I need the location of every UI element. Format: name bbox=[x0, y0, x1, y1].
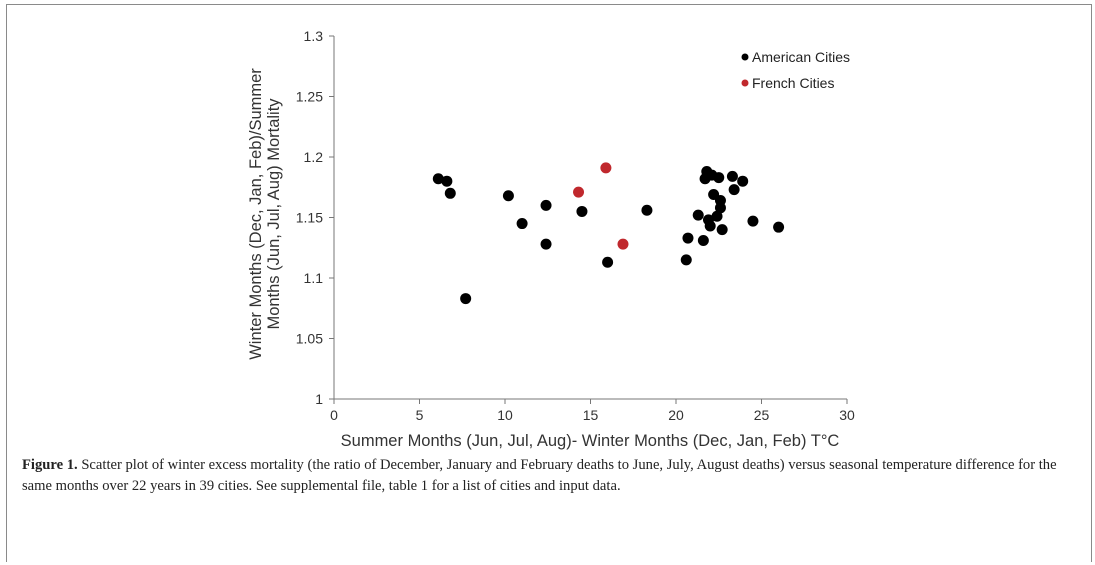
data-point bbox=[540, 199, 552, 211]
y-tick-label: 1.2 bbox=[304, 149, 324, 165]
legend-marker bbox=[741, 79, 749, 87]
data-point bbox=[692, 209, 704, 221]
caption-text: Scatter plot of winter excess mortality … bbox=[22, 457, 1057, 494]
data-point bbox=[773, 221, 785, 233]
x-tick-label: 10 bbox=[497, 407, 513, 423]
data-point bbox=[460, 293, 472, 305]
figure-frame bbox=[6, 4, 1092, 562]
data-point bbox=[747, 215, 759, 227]
data-point bbox=[540, 238, 552, 250]
y-ticks: 1 1.05 1.1 1.15 1.2 1.25 1.3 bbox=[296, 28, 334, 407]
x-tick-label: 15 bbox=[583, 407, 599, 423]
data-point bbox=[441, 175, 453, 187]
y-tick-label: 1.3 bbox=[304, 28, 324, 44]
data-points bbox=[432, 162, 785, 305]
data-point bbox=[714, 202, 726, 214]
data-point bbox=[617, 238, 629, 250]
data-point bbox=[697, 234, 709, 246]
legend-label: American Cities bbox=[752, 49, 850, 65]
data-point bbox=[444, 187, 456, 199]
data-point bbox=[641, 204, 653, 216]
y-tick-label: 1.25 bbox=[296, 89, 323, 105]
data-point bbox=[728, 184, 740, 196]
y-tick-label: 1.05 bbox=[296, 331, 323, 347]
data-point bbox=[602, 256, 614, 268]
y-axis-label-line-2: Months (Jun, Jul, Aug) Mortality bbox=[265, 98, 283, 330]
figure-caption: Figure 1. Scatter plot of winter excess … bbox=[22, 455, 1072, 497]
scatter-chart: 0 5 10 15 20 25 30 1 1.05 1.1 1.15 1.2 1.25 1.3 Amer… bbox=[247, 28, 855, 450]
y-axis-label-line-1: Winter Months (Dec, Jan, Feb)/Summer bbox=[247, 68, 265, 360]
data-point bbox=[516, 218, 528, 230]
data-point bbox=[682, 232, 694, 244]
data-point bbox=[704, 220, 716, 232]
data-point bbox=[680, 254, 692, 266]
data-point bbox=[711, 210, 723, 222]
x-axis-label: Summer Months (Jun, Jul, Aug)- Winter Mo… bbox=[341, 432, 840, 450]
data-point bbox=[573, 186, 585, 198]
x-tick-label: 0 bbox=[330, 407, 338, 423]
x-tick-label: 30 bbox=[839, 407, 855, 423]
caption-label: Figure 1. bbox=[22, 457, 78, 473]
y-axis-label: Winter Months (Dec, Jan, Feb)/Summer Mon… bbox=[247, 68, 283, 360]
data-point bbox=[726, 170, 738, 182]
data-point bbox=[576, 205, 588, 217]
x-tick-label: 20 bbox=[668, 407, 684, 423]
legend-marker bbox=[741, 53, 749, 61]
x-tick-label: 25 bbox=[754, 407, 770, 423]
data-point bbox=[432, 173, 444, 185]
data-point bbox=[713, 172, 725, 184]
data-point bbox=[600, 162, 612, 174]
y-tick-label: 1 bbox=[315, 391, 323, 407]
data-point bbox=[502, 190, 514, 202]
legend: American Cities French Cities bbox=[741, 49, 850, 91]
data-point bbox=[737, 175, 749, 187]
legend-label: French Cities bbox=[752, 75, 834, 91]
y-tick-label: 1.15 bbox=[296, 210, 323, 226]
x-tick-label: 5 bbox=[416, 407, 424, 423]
y-tick-label: 1.1 bbox=[304, 270, 324, 286]
x-ticks: 0 5 10 15 20 25 30 bbox=[330, 399, 855, 423]
data-point bbox=[716, 224, 728, 236]
